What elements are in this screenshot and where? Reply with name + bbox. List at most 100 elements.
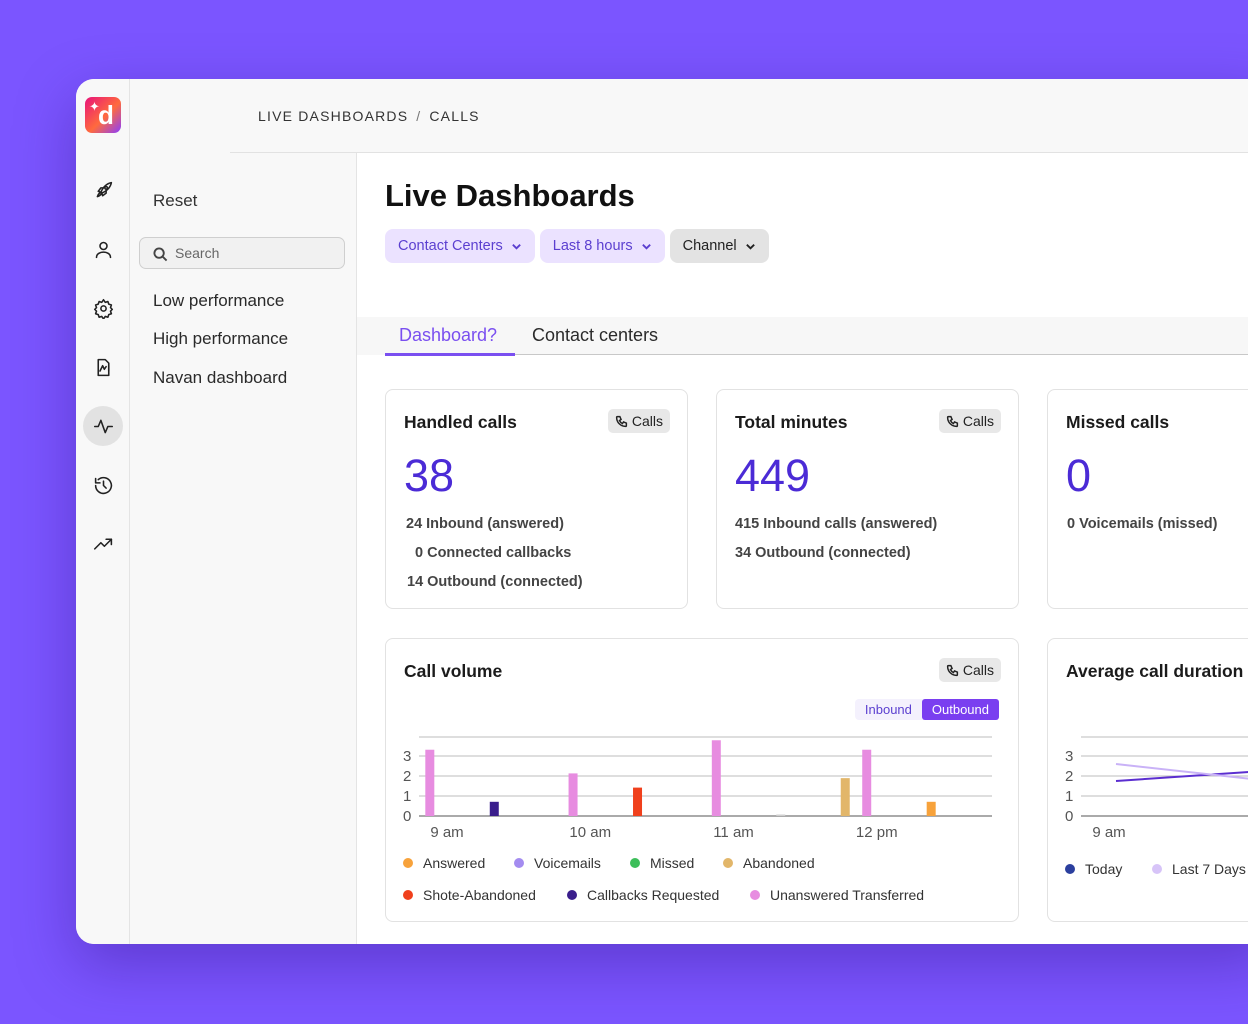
- card-title: Call volume: [404, 661, 503, 681]
- sidebar-link-high-performance[interactable]: High performance: [153, 329, 289, 348]
- bar: [568, 773, 578, 816]
- legend-label: Callbacks Requested: [587, 887, 720, 903]
- x-tick-label: 11 am: [713, 824, 754, 841]
- user-icon[interactable]: [83, 229, 123, 269]
- bar: [711, 740, 721, 816]
- bar: [633, 787, 643, 816]
- card-title: Missed calls: [1066, 412, 1170, 432]
- legend-label: Answered: [423, 855, 486, 871]
- y-tick-label: 3: [1065, 748, 1073, 765]
- toggle-inbound[interactable]: Inbound: [864, 702, 912, 717]
- side-panel: Reset Low performance High performance N…: [130, 153, 357, 944]
- bar: [840, 778, 850, 816]
- stat-line: 24 Inbound (answered): [406, 516, 564, 532]
- y-tick-label: 3: [403, 748, 411, 765]
- chip-label: Calls: [962, 413, 994, 429]
- calls-chip[interactable]: Calls: [938, 658, 1001, 682]
- search-box: [139, 237, 345, 269]
- legend-label: Abandoned: [743, 855, 815, 871]
- x-tick-label: 9 am: [1092, 824, 1125, 841]
- legend-label: Voicemails: [534, 855, 601, 871]
- calls-chip[interactable]: Calls: [607, 409, 670, 433]
- legend-item-missed: Missed: [630, 855, 694, 871]
- chevron-down-icon: [745, 243, 755, 250]
- card-title: Handled calls: [404, 412, 517, 432]
- phone-icon: [615, 415, 627, 427]
- active-tab-indicator: [385, 353, 515, 356]
- filter-contact-centers[interactable]: Contact Centers: [385, 229, 535, 263]
- direction-toggle: Inbound Outbound: [854, 699, 999, 720]
- legend-dot: [1065, 864, 1075, 874]
- legend-label: Last 7 Days: [1172, 861, 1246, 877]
- icon-rail: ✦ d: [76, 79, 130, 944]
- chevron-down-icon: [511, 243, 521, 250]
- bar: [926, 801, 936, 816]
- filter-label: Channel: [682, 238, 737, 254]
- top-divider: [230, 152, 1248, 153]
- app-window: ✦ d LIVE DASHBOARDS / CALLS: [76, 79, 1248, 944]
- breadcrumb: LIVE DASHBOARDS / CALLS: [258, 108, 480, 124]
- filter-time-range[interactable]: Last 8 hours: [539, 229, 665, 263]
- total-minutes-card: Total minutes Calls 449 415 Inbound call…: [716, 389, 1019, 609]
- phone-icon: [946, 664, 958, 676]
- series-line: [1115, 771, 1248, 782]
- sidebar-link-low-performance[interactable]: Low performance: [153, 291, 285, 310]
- tab-dashboard[interactable]: Dashboard?: [399, 325, 498, 345]
- main-content: Live Dashboards Contact Centers Last 8 h…: [357, 153, 1248, 944]
- legend-label: Unanswered Transferred: [770, 887, 925, 903]
- x-tick-label: 9 am: [430, 824, 463, 841]
- phone-icon: [946, 415, 958, 427]
- search-input[interactable]: [175, 244, 335, 262]
- bar: [489, 801, 499, 816]
- logo-letter: d: [98, 100, 114, 130]
- tab-contact-centers[interactable]: Contact centers: [532, 325, 659, 345]
- tab-baseline: [385, 354, 1248, 355]
- legend-item-voicemails: Voicemails: [514, 855, 601, 871]
- sidebar-link-navan-dashboard[interactable]: Navan dashboard: [153, 368, 288, 387]
- breadcrumb-root[interactable]: LIVE DASHBOARDS: [258, 108, 409, 124]
- filter-channel[interactable]: Channel: [669, 229, 769, 263]
- rocket-icon[interactable]: [83, 170, 123, 210]
- series-line: [1115, 763, 1248, 780]
- breadcrumb-separator: /: [416, 108, 422, 124]
- sparkle-icon: ✦: [89, 99, 100, 114]
- reports-icon[interactable]: [83, 347, 123, 387]
- trending-icon[interactable]: [83, 524, 123, 564]
- gear-icon[interactable]: [83, 288, 123, 328]
- legend-dot: [567, 890, 577, 900]
- stat-line: 0 Voicemails (missed): [1067, 516, 1218, 532]
- total-minutes-value: 449: [735, 450, 811, 501]
- bar: [776, 814, 786, 816]
- avg-duration-card: Average call duration 0 1 2 3 9 am Today Las…: [1047, 638, 1248, 922]
- calls-chip[interactable]: Calls: [938, 409, 1001, 433]
- legend-dot: [750, 890, 760, 900]
- page-title: Live Dashboards: [385, 178, 635, 213]
- y-tick-label: 1: [1065, 788, 1073, 805]
- x-tick-label: 12 pm: [856, 824, 898, 841]
- reset-button[interactable]: Reset: [153, 191, 198, 210]
- top-bar: LIVE DASHBOARDS / CALLS: [130, 79, 1248, 153]
- legend-dot: [403, 858, 413, 868]
- legend-item-shote-abandoned: Shote-Abandoned: [403, 887, 536, 903]
- legend-dot: [630, 858, 640, 868]
- call-volume-chart: 0 1 2 3 9 am 10 am 11 am 12 pm: [403, 736, 992, 841]
- missed-calls-card: Missed calls 0 0 Voicemails (missed): [1047, 389, 1248, 609]
- chevron-down-icon: [641, 243, 651, 250]
- tab-strip: Dashboard? Contact centers: [357, 317, 1248, 356]
- y-tick-label: 2: [1065, 768, 1073, 785]
- y-tick-label: 2: [403, 768, 411, 785]
- card-title: Total minutes: [735, 412, 848, 432]
- avg-duration-chart: 0 1 2 3 9 am: [1065, 736, 1248, 841]
- legend-item-unanswered-transferred: Unanswered Transferred: [750, 887, 924, 903]
- chip-label: Calls: [631, 413, 663, 429]
- app-logo[interactable]: ✦ d: [85, 97, 121, 133]
- handled-calls-value: 38: [404, 450, 455, 501]
- x-tick-label: 10 am: [569, 824, 611, 841]
- toggle-outbound[interactable]: Outbound: [921, 699, 999, 720]
- y-tick-label: 1: [403, 788, 411, 805]
- filter-label: Contact Centers: [398, 238, 503, 254]
- activity-icon[interactable]: [83, 406, 123, 446]
- history-icon[interactable]: [83, 465, 123, 505]
- legend-dot: [514, 858, 524, 868]
- legend-label: Today: [1085, 861, 1123, 877]
